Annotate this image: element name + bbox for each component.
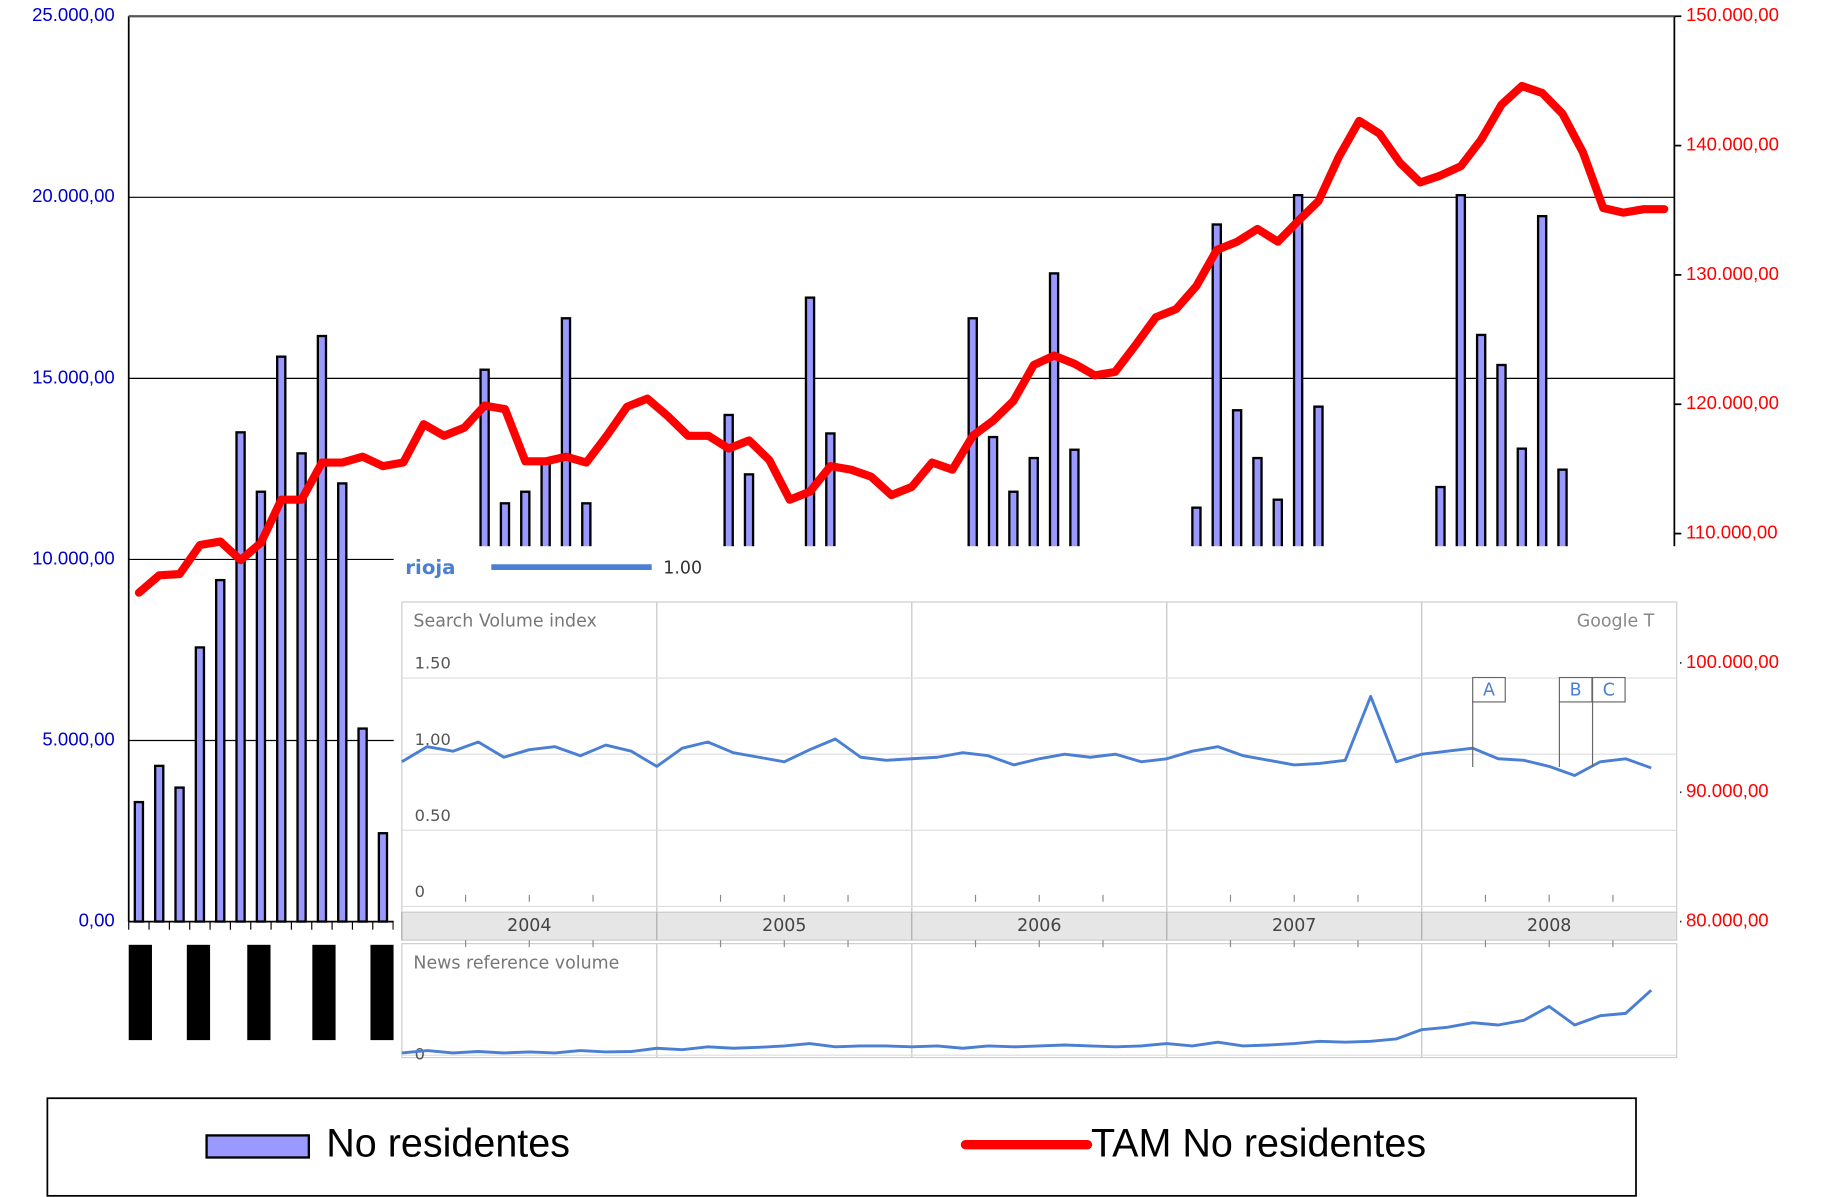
trend-legend-name: rioja — [405, 556, 455, 579]
y-tick-label: 0.50 — [415, 806, 451, 825]
legend-box — [46, 1097, 1637, 1197]
x-tick-label: 2007 — [1272, 916, 1316, 936]
bar — [357, 727, 368, 923]
bar — [255, 490, 267, 923]
trend-legend-value: 1.00 — [663, 558, 702, 578]
y-tick-label: 1.00 — [415, 730, 451, 749]
bar — [377, 832, 389, 923]
x-label-block — [247, 944, 271, 1041]
bar — [337, 482, 348, 923]
y2-tick-label: 100.000,00 — [1686, 651, 1779, 672]
y-tick-label: 5.000,00 — [42, 728, 114, 749]
trend-line — [401, 989, 1653, 1055]
trend-line — [401, 694, 1652, 777]
panel-title: News reference volume — [413, 953, 619, 973]
annotation-label: A — [1483, 680, 1495, 700]
bar — [215, 578, 226, 923]
y-tick-label: 15.000,00 — [32, 366, 115, 387]
bar — [153, 764, 165, 923]
x-label-block — [128, 944, 152, 1041]
line-series — [134, 81, 1669, 597]
annotation-flag — [1591, 676, 1626, 703]
x-tick-label: 2006 — [1017, 916, 1061, 936]
watermark: Google T — [1577, 612, 1655, 632]
x-tick-label: 2008 — [1527, 916, 1571, 936]
y-tick-label: 0,00 — [79, 909, 115, 930]
bar — [235, 431, 246, 923]
trends-background — [393, 546, 1681, 1058]
y2-tick-label: 110.000,00 — [1686, 521, 1778, 542]
y-tick-label: 20.000,00 — [32, 185, 115, 206]
y2-tick-label: 150.000,00 — [1686, 4, 1779, 25]
y-tick-label: 0 — [415, 1045, 425, 1064]
trends-panel: 0 0.50 1.00 1.50 Search Volume index A B C 0 News… — [393, 546, 1681, 1064]
x-label-block — [186, 944, 211, 1041]
y-tick-label: 1.50 — [415, 654, 451, 673]
bar — [316, 334, 328, 923]
y2-tick-label: 80.000,00 — [1686, 909, 1769, 930]
annotation-label: C — [1603, 680, 1615, 700]
y-tick-label: 25.000,00 — [32, 4, 115, 25]
x-label-block — [312, 944, 336, 1041]
y2-tick-label: 130.000,00 — [1686, 263, 1779, 284]
x-tick-label: 2004 — [507, 916, 551, 936]
legend-label: No residentes — [326, 1121, 570, 1165]
bar — [194, 646, 206, 923]
y-tick-label: 10.000,00 — [32, 547, 115, 568]
legend-swatch — [205, 1134, 311, 1159]
y-tick-label: 0 — [415, 882, 425, 901]
x-label-block — [370, 944, 394, 1041]
y2-tick-label: 140.000,00 — [1686, 134, 1779, 155]
y2-tick-label: 90.000,00 — [1686, 780, 1769, 801]
legend-label: TAM No residentes — [1091, 1121, 1426, 1165]
year-strip — [401, 911, 1678, 941]
bar — [276, 355, 287, 923]
bar — [174, 786, 185, 923]
annotation-flag — [1558, 676, 1593, 703]
x-tick-label: 2005 — [762, 916, 806, 936]
y2-tick-label: 120.000,00 — [1686, 392, 1779, 413]
annotation-label: B — [1570, 680, 1582, 700]
annotation-flag — [1472, 676, 1506, 703]
bar — [296, 452, 307, 923]
bar — [133, 800, 145, 923]
panel-title: Search Volume index — [413, 612, 596, 632]
